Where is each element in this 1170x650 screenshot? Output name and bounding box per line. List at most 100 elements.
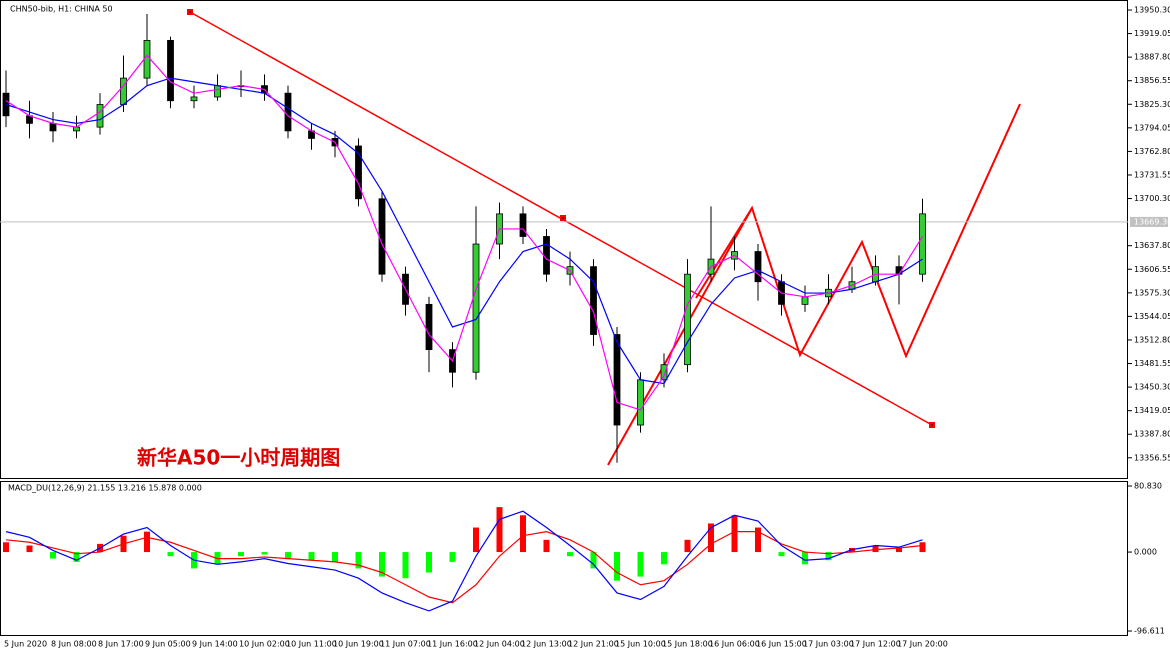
- candle-body: [613, 334, 621, 426]
- y-tick-label: 13700.30: [1134, 194, 1170, 203]
- histogram-bar: [238, 552, 244, 557]
- indicator-title: MACD_DU(12,26,9) 21.155 13.216 15.878 0.…: [8, 484, 202, 493]
- histogram-bar: [896, 547, 902, 553]
- histogram-bar: [3, 542, 9, 553]
- x-tick-label: 11 Jun 07:00: [380, 640, 431, 649]
- histogram-bar: [73, 552, 80, 562]
- histogram-bar: [167, 552, 174, 557]
- x-tick-label: 9 Jun 14:00: [192, 640, 238, 649]
- x-tick-label: 17 Jun 20:00: [897, 640, 948, 649]
- y-tick-label: 13450.30: [1134, 383, 1170, 392]
- x-tick-label: 12 Jun 04:00: [474, 640, 525, 649]
- histogram-bar: [379, 552, 385, 577]
- y-tick-label: 13919.05: [1134, 29, 1170, 38]
- histogram-bar: [144, 531, 150, 553]
- candle-body: [637, 379, 644, 426]
- histogram-bar: [332, 552, 338, 562]
- candle-body: [96, 104, 104, 128]
- candle-body: [355, 145, 362, 200]
- candle-body: [754, 251, 762, 283]
- histogram-bar: [543, 539, 550, 553]
- candle-body: [543, 236, 550, 275]
- y-tick-label: 13794.05: [1134, 123, 1170, 132]
- candle-body: [590, 266, 597, 335]
- y-tick-label: 0.000: [1134, 548, 1157, 557]
- candle-body: [167, 39, 174, 102]
- y-tick-label: 13731.55: [1134, 170, 1170, 179]
- histogram-bar: [614, 552, 620, 581]
- x-tick-label: 17 Jun 03:00: [803, 640, 854, 649]
- y-tick-label: 13512.80: [1134, 335, 1170, 344]
- x-tick-label: 10 Jun 02:00: [239, 640, 290, 649]
- histogram-bar: [520, 515, 526, 553]
- indicator-line: [5, 54, 924, 411]
- macd-panel: [0, 481, 1128, 636]
- zigzag: [607, 103, 1021, 466]
- x-tick-label: 12 Jun 13:00: [521, 640, 572, 649]
- y-tick-label: 13575.30: [1134, 288, 1170, 297]
- candle-body: [801, 296, 809, 305]
- trend-drawings: [187, 9, 1021, 466]
- candle-body: [190, 96, 198, 102]
- annotation: 新华A50一小时周期图: [137, 446, 340, 470]
- price-tag: [1130, 216, 1168, 227]
- y-tick-label: 13356.55: [1134, 453, 1170, 462]
- main-panel: [0, 0, 1128, 479]
- y-tick-label: 13762.80: [1134, 147, 1170, 156]
- candle-body: [660, 364, 668, 381]
- candle-body: [378, 198, 386, 275]
- indicator-line: [5, 77, 923, 385]
- histogram-bar: [731, 515, 738, 553]
- x-tick-label: 8 Jun 08:00: [51, 640, 97, 649]
- histogram-bar: [426, 552, 432, 573]
- anchor: [560, 215, 566, 221]
- candle-body: [214, 85, 221, 98]
- x-tick-label: 9 Jun 05:00: [145, 640, 191, 649]
- histogram-bar: [26, 545, 33, 553]
- chart-title: CHN50-bib, H1: CHINA 50: [10, 5, 113, 14]
- indicator-line: [5, 531, 923, 604]
- y-tick-label: 80.830: [1134, 482, 1162, 491]
- histogram-bar: [825, 552, 832, 561]
- histogram-bar: [355, 552, 362, 569]
- candle-body: [143, 39, 151, 79]
- y-tick-label: 13544.05: [1134, 312, 1170, 321]
- histogram-bar: [496, 507, 503, 553]
- price-tag-label: 13669.30: [1134, 217, 1170, 226]
- x-tick-label: 10 Jun 19:00: [333, 640, 384, 649]
- histogram-bar: [308, 552, 315, 561]
- anchor: [929, 422, 935, 428]
- y-tick-label: 13856.55: [1134, 76, 1170, 85]
- x-tick-label: 10 Jun 11:00: [286, 640, 337, 649]
- zigzag: [695, 207, 753, 299]
- y-tick-label: 13887.80: [1134, 53, 1170, 62]
- candle-body: [919, 213, 926, 275]
- candle-body: [519, 213, 527, 237]
- histogram-bar: [473, 527, 479, 553]
- candle-body: [684, 273, 691, 366]
- x-tick-label: 17 Jun 12:00: [850, 640, 901, 649]
- histogram-bar: [778, 552, 785, 557]
- histogram-bar: [661, 552, 667, 565]
- y-tick-label: 13481.55: [1134, 359, 1170, 368]
- histogram-bar: [708, 523, 714, 553]
- x-tick-label: 8 Jun 17:00: [98, 640, 144, 649]
- histogram-bar: [637, 552, 644, 577]
- y-tick-label: 13606.55: [1134, 265, 1170, 274]
- candle-body: [49, 122, 57, 132]
- histogram-bar: [802, 552, 808, 565]
- x-tick-label: 15 Jun 18:00: [662, 640, 713, 649]
- histogram-bar: [590, 552, 597, 569]
- candle-body: [472, 243, 480, 373]
- y-tick-label: 13825.30: [1134, 100, 1170, 109]
- y-tick-label: 13950.30: [1134, 6, 1170, 15]
- x-tick-label: 15 Jun 10:00: [615, 640, 666, 649]
- y-tick-label: 13387.80: [1134, 430, 1170, 439]
- x-tick-label: 11 Jun 16:00: [427, 640, 478, 649]
- x-tick-label: 16 Jun 06:00: [709, 640, 760, 649]
- y-tick-label: 13637.80: [1134, 241, 1170, 250]
- x-tick-label: 16 Jun 15:00: [756, 640, 807, 649]
- histogram-bar: [261, 552, 268, 555]
- indicator-line: [5, 510, 923, 612]
- histogram-bar: [402, 552, 409, 579]
